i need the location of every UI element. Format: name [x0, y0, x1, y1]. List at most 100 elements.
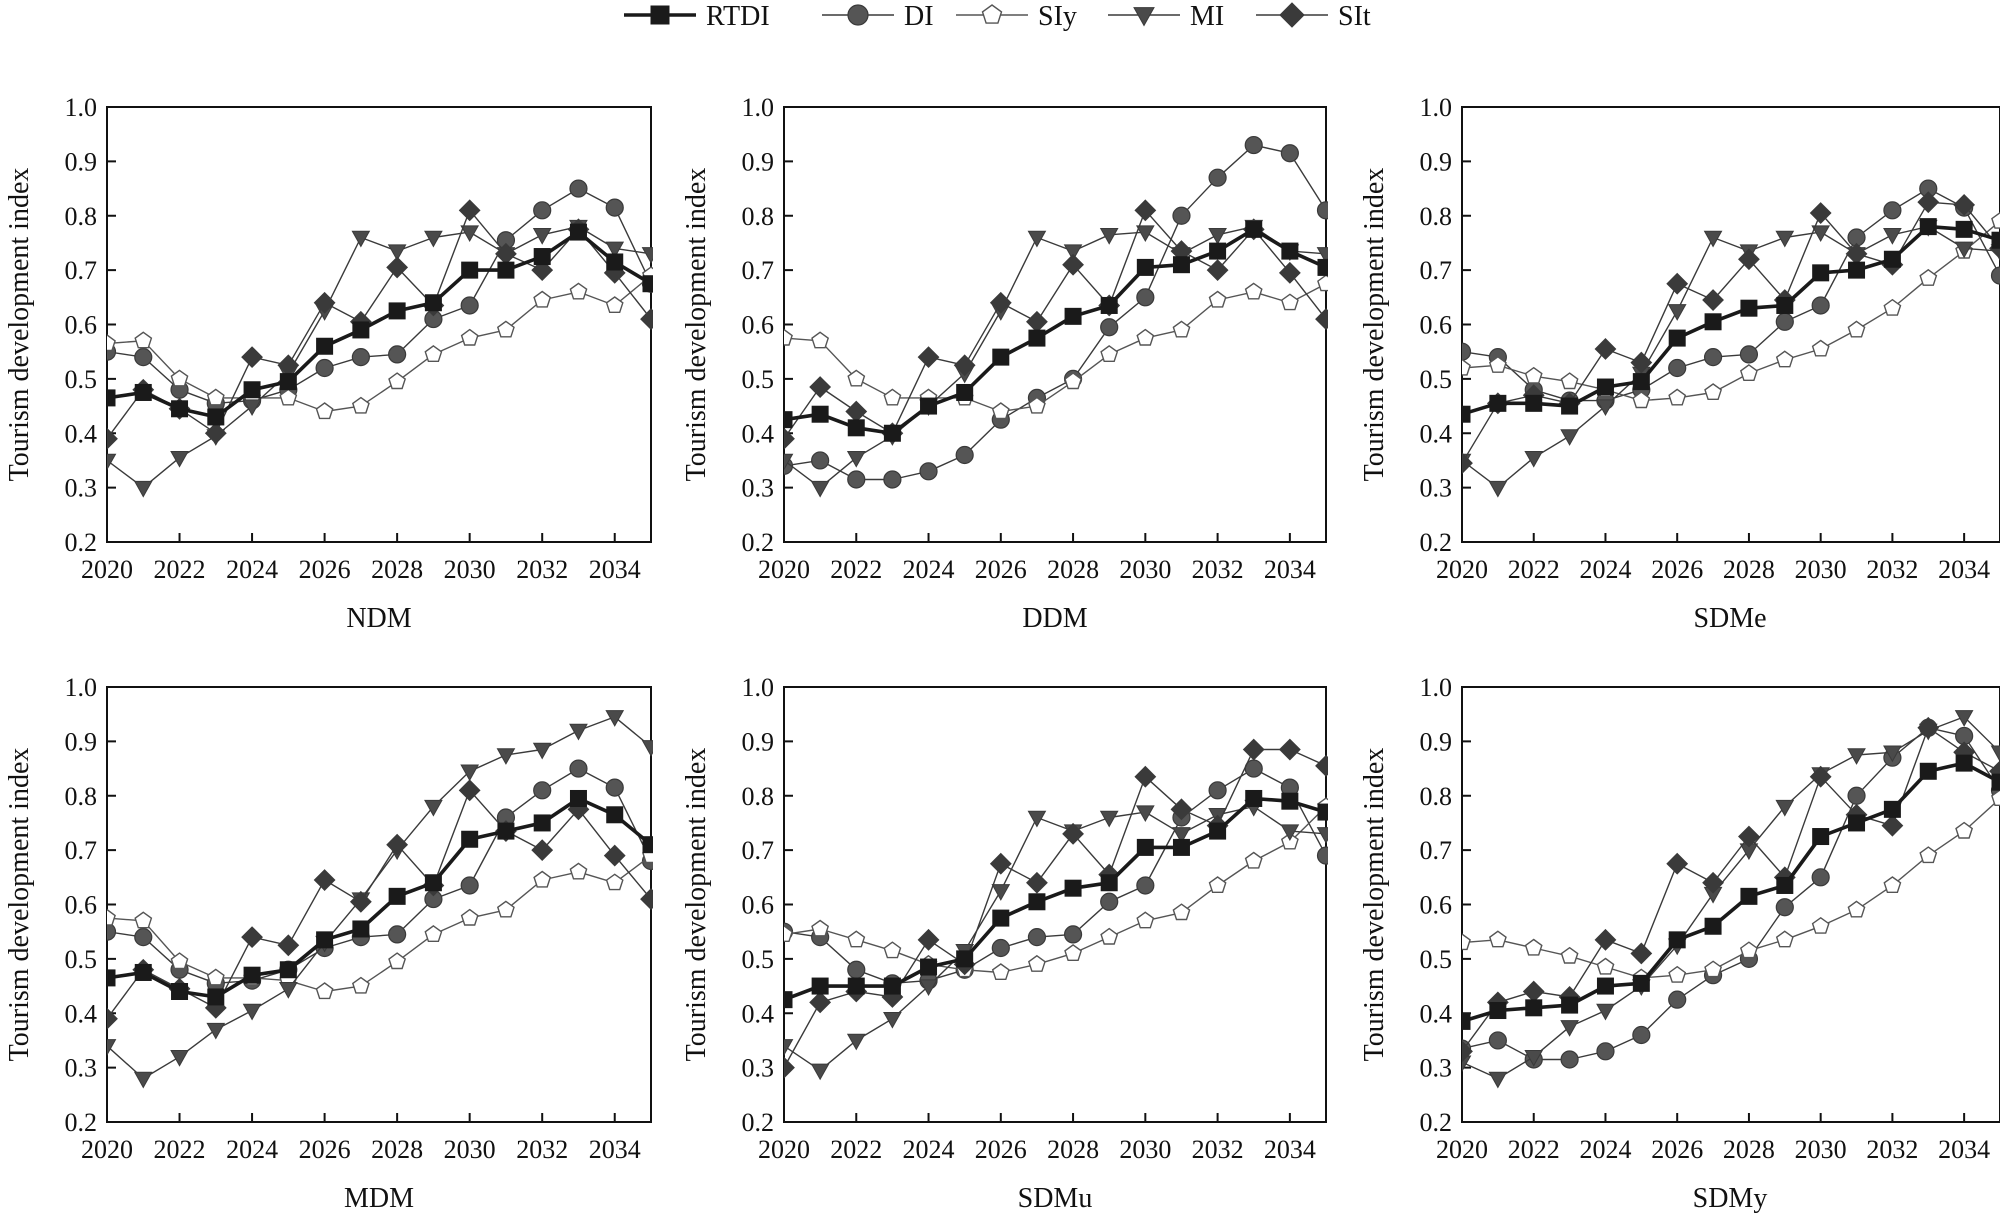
legend-marker-circle [847, 4, 869, 26]
data-point-mi [605, 241, 625, 259]
data-point-sit [1953, 193, 1976, 216]
data-point-rtdi [1812, 264, 1830, 282]
data-point-sit [107, 1007, 118, 1030]
x-tick-label: 2024 [903, 555, 955, 584]
x-tick-label: 2030 [1795, 555, 1847, 584]
data-point-siy [424, 925, 443, 942]
data-point-rtdi [243, 381, 261, 399]
data-point-siy [1317, 274, 1328, 292]
data-point-di [351, 348, 370, 367]
chart-panel-sdmy: 0.2 0.3 0.4 0.5 0.6 0.7 0.8 0.9 1.0 2020 2022 2024 2… [1359, 673, 2000, 1214]
data-point-sit [809, 376, 832, 398]
data-point-siy [1100, 927, 1119, 945]
data-point-siy [460, 328, 479, 346]
data-point-siy [991, 402, 1010, 420]
data-point-rtdi [642, 275, 653, 293]
data-point-di [1100, 318, 1119, 337]
y-tick-label: 0.5 [742, 365, 775, 394]
data-point-mi [784, 1039, 794, 1056]
y-tick-label: 0.4 [65, 999, 98, 1028]
series-line-rtdi [107, 230, 652, 419]
data-point-rtdi [1489, 1002, 1507, 1020]
data-point-siy [1136, 328, 1155, 346]
data-point-di [605, 198, 624, 217]
y-tick-label: 0.8 [742, 782, 775, 811]
data-point-siy [1208, 290, 1227, 308]
data-point-mi [242, 1003, 262, 1021]
panel-title: SDMu [1018, 1183, 1093, 1214]
panel-title: MDM [344, 1183, 414, 1214]
data-point-siy [1955, 821, 1974, 839]
data-point-siy [847, 369, 866, 387]
data-point-siy [315, 402, 334, 420]
data-point-rtdi [279, 373, 297, 391]
data-point-sit [241, 346, 263, 369]
x-tick-label: 2028 [1723, 1135, 1775, 1164]
y-tick-label: 0.7 [742, 256, 775, 285]
series-siy [1462, 211, 2000, 409]
y-axis-label: Tourism development index [681, 748, 712, 1062]
data-point-rtdi [388, 887, 406, 905]
data-point-mi [133, 1071, 153, 1089]
data-point-siy [569, 862, 588, 880]
data-point-mi [810, 480, 830, 498]
series-line-siy [1462, 220, 2000, 402]
series-line-di [784, 767, 1327, 984]
data-point-rtdi [847, 977, 865, 995]
data-point-di [1883, 201, 1902, 220]
data-point-siy [1919, 846, 1938, 864]
data-point-di [1668, 990, 1687, 1009]
series-siy [784, 274, 1328, 420]
x-tick-label: 2020 [81, 1135, 133, 1164]
data-point-siy [847, 930, 866, 948]
data-point-rtdi [1776, 296, 1794, 314]
data-point-di [1063, 925, 1083, 944]
data-point-rtdi [1632, 974, 1650, 992]
data-point-sit [1062, 253, 1084, 276]
data-point-mi [460, 764, 480, 782]
data-point-sit [1315, 308, 1328, 330]
data-point-siy [811, 919, 830, 937]
data-point-rtdi [134, 383, 152, 401]
y-tick-label: 0.8 [65, 782, 98, 811]
data-point-rtdi [1596, 378, 1614, 396]
x-tick-label: 2032 [1192, 555, 1244, 584]
data-point-sit [809, 991, 832, 1014]
data-point-di [1703, 348, 1723, 367]
data-point-mi [460, 225, 480, 243]
data-point-siy [883, 388, 902, 406]
chart-panel-ddm: 0.2 0.3 0.4 0.5 0.6 0.7 0.8 0.9 1.0 2020 2022 2024 2… [681, 93, 1328, 634]
data-point-rtdi [1991, 773, 2000, 791]
data-point-siy [496, 900, 515, 918]
series-layer [1462, 179, 2000, 498]
legend-item-mi: MI [1108, 1, 1224, 32]
y-tick-label: 0.4 [65, 419, 98, 448]
data-point-di [811, 451, 830, 470]
x-tick-label: 2028 [1723, 555, 1775, 584]
y-tick-label: 0.9 [742, 147, 775, 176]
data-point-di [1136, 876, 1155, 895]
data-point-siy [1172, 320, 1191, 338]
data-point-sit [1666, 272, 1689, 295]
y-tick-label: 0.2 [742, 1108, 775, 1137]
y-tick-label: 0.2 [65, 528, 98, 557]
y-tick-label: 0.6 [742, 311, 775, 340]
data-point-rtdi [388, 302, 406, 320]
data-point-rtdi [1955, 754, 1973, 772]
y-tick-label: 0.6 [65, 891, 98, 920]
data-point-siy [1064, 372, 1083, 390]
data-point-mi [1027, 230, 1047, 248]
data-point-di [107, 922, 117, 941]
data-point-di [460, 296, 479, 315]
data-point-sit [989, 852, 1012, 875]
data-point-di [1668, 358, 1687, 378]
data-point-siy [1100, 345, 1119, 362]
y-tick-label: 1.0 [65, 673, 98, 702]
data-point-di [847, 960, 866, 979]
data-point-rtdi [642, 836, 653, 854]
data-point-siy [1244, 282, 1263, 300]
data-point-rtdi [424, 874, 442, 892]
series-line-siy [107, 855, 652, 993]
y-tick-label: 0.8 [1420, 202, 1453, 231]
data-point-rtdi [424, 294, 442, 312]
